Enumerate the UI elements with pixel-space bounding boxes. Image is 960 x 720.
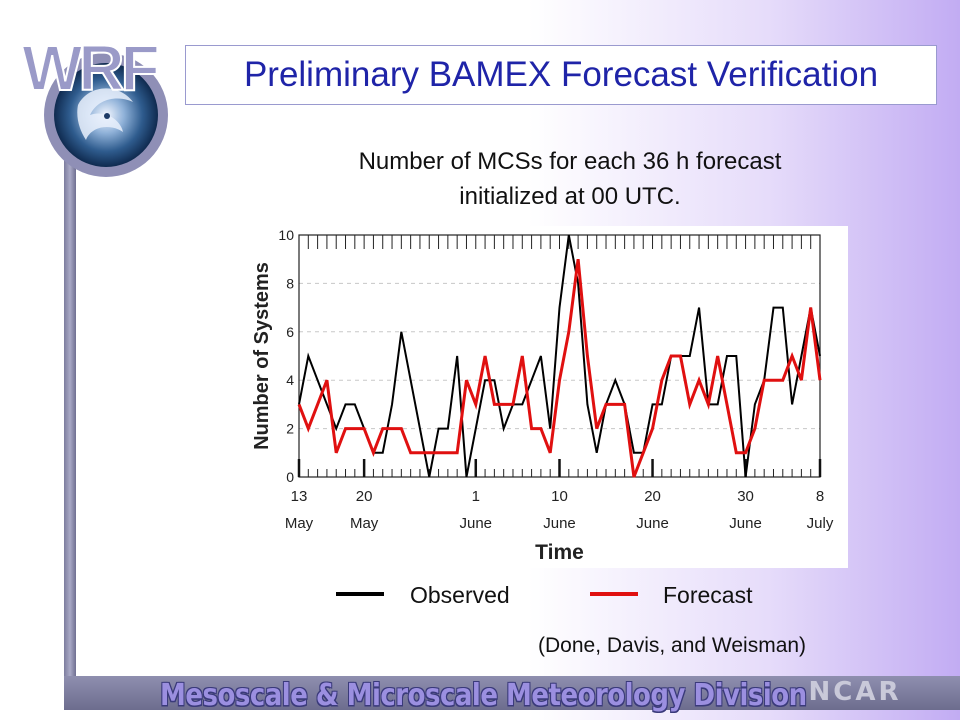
series-line-observed <box>298 234 821 478</box>
x-tick-label-day: 20 <box>644 488 661 505</box>
ncar-logo: NCAR <box>780 676 930 708</box>
slide-title: Preliminary BAMEX Forecast Verification <box>243 55 879 94</box>
y-axis-label: Number of Systems <box>251 262 273 450</box>
mcs-line-chart: 13 May 20 May 1 June 10 June 20 June 30 June 8 July 0 2… <box>240 226 848 568</box>
x-tick-label-month: June <box>636 515 669 532</box>
bottom-decor-bar <box>64 676 960 710</box>
mmm-division-banner: Mesoscale & Microscale Meteorology Divis… <box>160 676 807 716</box>
legend-forecast-label: Forecast <box>663 582 753 608</box>
legend-observed-swatch <box>336 592 384 596</box>
subtitle: Number of MCSs for each 36 h forecast in… <box>250 144 890 214</box>
y-tick-label: 4 <box>286 372 294 388</box>
y-tick-label: 8 <box>286 275 294 291</box>
legend-forecast-swatch <box>590 592 638 596</box>
x-tick-label-month: May <box>350 515 379 532</box>
x-tick-label-month: May <box>285 515 314 532</box>
x-tick-label-month: June <box>543 515 576 532</box>
x-tick-label-day: 10 <box>551 488 568 505</box>
title-box: Preliminary BAMEX Forecast Verification <box>185 45 937 105</box>
ncar-logo-text: NCAR <box>808 677 902 707</box>
x-tick-label-day: 20 <box>356 488 373 505</box>
x-tick-label-month: June <box>460 515 493 532</box>
credit-text: (Done, Davis, and Weisman) <box>538 634 807 657</box>
x-tick-label-month: June <box>729 515 762 532</box>
subtitle-line-2: initialized at 00 UTC. <box>459 183 681 210</box>
y-tick-label: 6 <box>286 324 294 340</box>
series-line-forecast <box>297 259 822 478</box>
x-axis-label: Time <box>535 541 584 564</box>
chart-svg: 13 May 20 May 1 June 10 June 20 June 30 June 8 July 0 2… <box>251 227 834 564</box>
wrf-logo: WRF <box>21 31 168 177</box>
x-tick-label-day: 30 <box>737 488 754 505</box>
x-tick-label-day: 1 <box>472 488 480 505</box>
x-tick-label-day: 13 <box>291 488 308 505</box>
wrf-logo-text: WRF <box>22 32 158 104</box>
legend-observed-label: Observed <box>410 582 510 608</box>
y-tick-label: 0 <box>286 469 294 485</box>
mmm-division-text: Mesoscale & Microscale Meteorology Divis… <box>160 678 807 714</box>
y-tick-label: 10 <box>278 227 294 243</box>
x-tick-label-month: July <box>807 515 834 532</box>
left-decor-bar <box>64 150 76 680</box>
y-tick-label: 2 <box>286 421 294 437</box>
x-tick-label-day: 8 <box>816 488 824 505</box>
subtitle-line-1: Number of MCSs for each 36 h forecast <box>358 148 782 175</box>
